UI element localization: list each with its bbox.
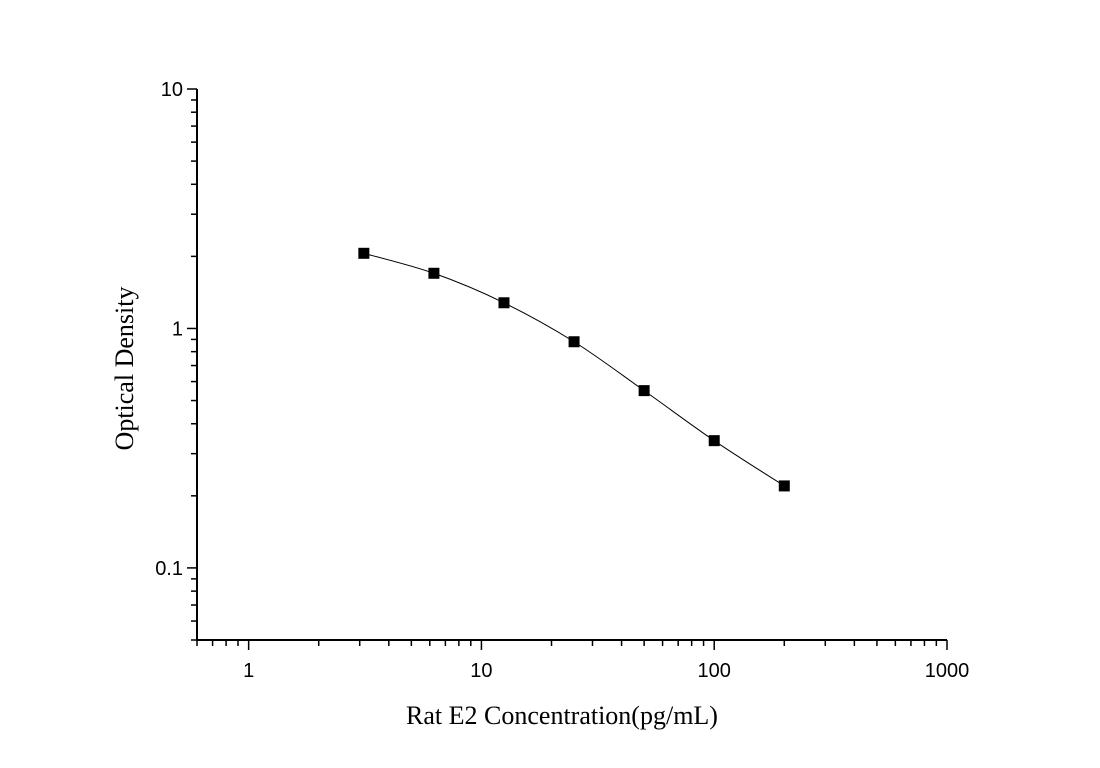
tick-labels: 1 10 100 1000 0.1 1 10 — [155, 79, 969, 682]
markers — [358, 247, 790, 492]
data-point — [708, 435, 720, 447]
series-line — [363, 252, 785, 487]
y-tick-label: 0.1 — [155, 558, 183, 580]
data-point — [568, 336, 580, 348]
y-axis-title: Optical Density — [110, 287, 139, 451]
data-point — [358, 247, 370, 259]
x-tick-label: 100 — [698, 660, 731, 682]
x-tick-label: 1000 — [925, 660, 970, 682]
data-point — [778, 480, 790, 492]
data-point — [428, 267, 440, 279]
x-axis-title: Rat E2 Concentration(pg/mL) — [406, 701, 718, 730]
axes — [196, 89, 947, 641]
y-tick-label: 10 — [161, 79, 183, 101]
data-point — [638, 385, 650, 397]
x-tick-label: 1 — [243, 660, 254, 682]
y-tick-label: 1 — [172, 318, 183, 340]
data-point — [498, 297, 510, 309]
ticks — [187, 88, 948, 650]
x-tick-label: 10 — [470, 660, 492, 682]
